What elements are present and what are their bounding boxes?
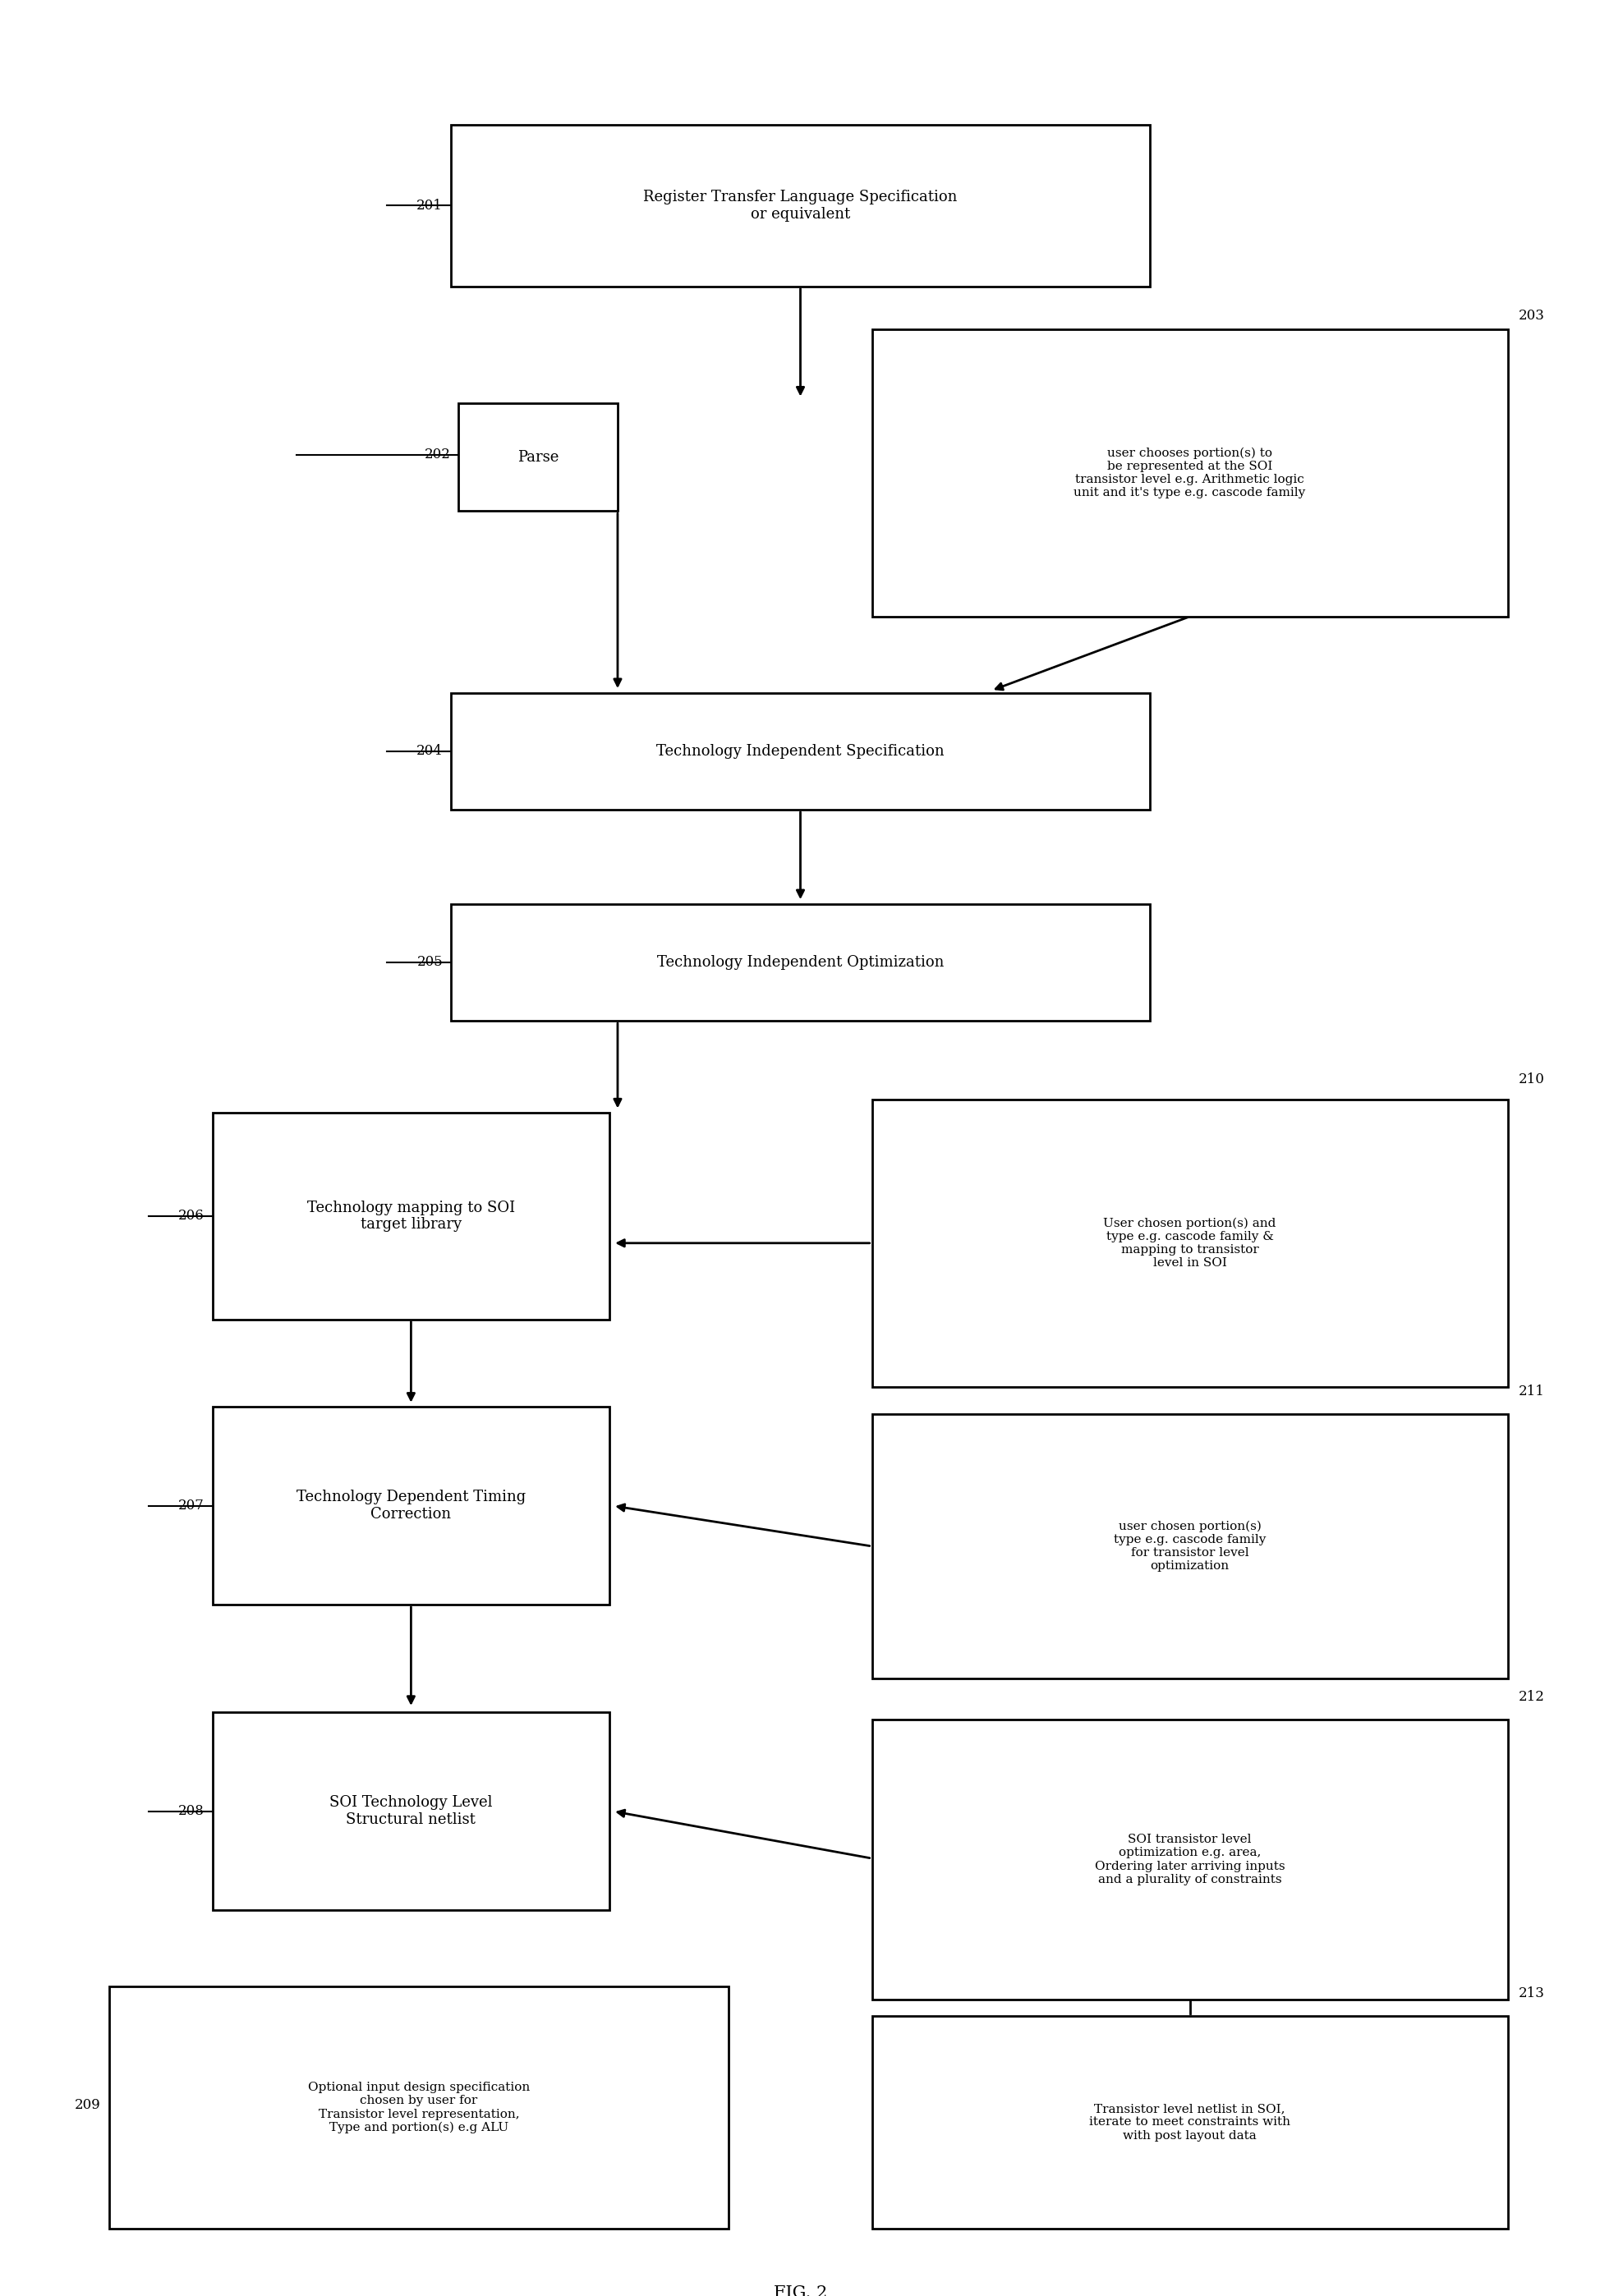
Text: 209: 209 (75, 2099, 101, 2112)
FancyBboxPatch shape (872, 2016, 1507, 2229)
Text: SOI transistor level
optimization e.g. area,
Ordering later arriving inputs
and : SOI transistor level optimization e.g. a… (1094, 1835, 1285, 1885)
FancyBboxPatch shape (872, 328, 1507, 618)
Text: 213: 213 (1518, 1986, 1544, 2000)
FancyBboxPatch shape (451, 693, 1149, 810)
FancyBboxPatch shape (872, 1414, 1507, 1678)
Text: 211: 211 (1518, 1384, 1544, 1398)
Text: user chooses portion(s) to
be represented at the SOI
transistor level e.g. Arith: user chooses portion(s) to be represente… (1074, 448, 1306, 498)
Text: 212: 212 (1518, 1690, 1544, 1704)
FancyBboxPatch shape (872, 1720, 1507, 2000)
Text: 206: 206 (178, 1210, 205, 1224)
Text: 210: 210 (1518, 1072, 1544, 1086)
Text: user chosen portion(s)
type e.g. cascode family
for transistor level
optimizatio: user chosen portion(s) type e.g. cascode… (1114, 1520, 1266, 1573)
Text: FIG. 2: FIG. 2 (773, 2285, 827, 2296)
FancyBboxPatch shape (451, 905, 1149, 1022)
Text: User chosen portion(s) and
type e.g. cascode family &
mapping to transistor
leve: User chosen portion(s) and type e.g. cas… (1102, 1217, 1275, 1270)
Text: Technology Dependent Timing
Correction: Technology Dependent Timing Correction (296, 1490, 525, 1522)
FancyBboxPatch shape (872, 1100, 1507, 1387)
Text: 201: 201 (416, 197, 443, 214)
Text: Technology Independent Specification: Technology Independent Specification (656, 744, 944, 758)
Text: 204: 204 (416, 744, 443, 758)
FancyBboxPatch shape (459, 404, 618, 512)
Text: 208: 208 (178, 1805, 205, 1818)
FancyBboxPatch shape (109, 1986, 728, 2229)
Text: Register Transfer Language Specification
or equivalent: Register Transfer Language Specification… (643, 191, 957, 220)
FancyBboxPatch shape (451, 124, 1149, 287)
Text: 205: 205 (416, 955, 443, 969)
Text: Technology Independent Optimization: Technology Independent Optimization (656, 955, 944, 969)
FancyBboxPatch shape (213, 1713, 610, 1910)
Text: Optional input design specification
chosen by user for
Transistor level represen: Optional input design specification chos… (307, 2082, 530, 2133)
Text: Parse: Parse (517, 450, 558, 464)
Text: Technology mapping to SOI
target library: Technology mapping to SOI target library (307, 1201, 515, 1233)
Text: 207: 207 (178, 1499, 205, 1513)
FancyBboxPatch shape (213, 1407, 610, 1605)
Text: 203: 203 (1518, 310, 1544, 324)
Text: SOI Technology Level
Structural netlist: SOI Technology Level Structural netlist (330, 1795, 493, 1828)
Text: Transistor level netlist in SOI,
iterate to meet constraints with
with post layo: Transistor level netlist in SOI, iterate… (1088, 2103, 1290, 2142)
Text: 202: 202 (424, 448, 451, 461)
FancyBboxPatch shape (213, 1114, 610, 1320)
